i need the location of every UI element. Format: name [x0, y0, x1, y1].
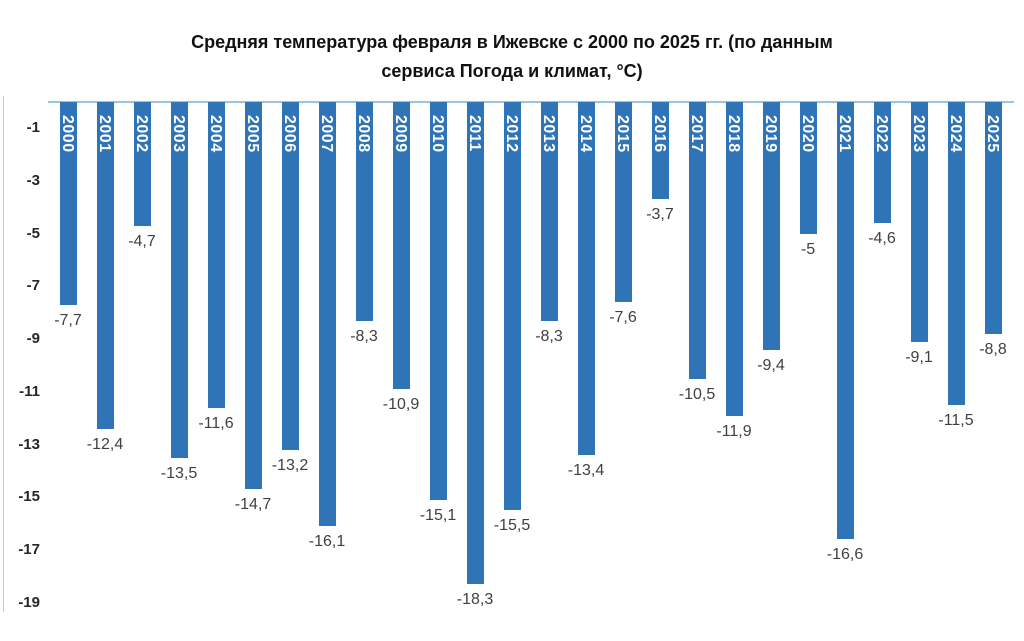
- bar-value-label: -18,3: [456, 591, 494, 609]
- bar-2007: [318, 102, 336, 527]
- bar-category-label: 2002: [133, 115, 150, 153]
- bar-value-label: -3,7: [646, 206, 674, 224]
- bar-category-label: 2024: [947, 115, 964, 153]
- bar-2025: [984, 102, 1002, 334]
- bar-value-label: -15,5: [493, 517, 531, 535]
- bar-category-label: 2017: [688, 115, 705, 153]
- bar-value-label: -11,9: [716, 422, 752, 440]
- bar-value-label: -7,6: [609, 309, 637, 327]
- bar-2010: [429, 102, 447, 500]
- y-axis-tick-label: -17: [18, 540, 40, 558]
- bar-value-label: -10,9: [382, 396, 420, 414]
- bar-category-label: 2020: [799, 115, 816, 153]
- bar-category-label: 2021: [836, 115, 853, 153]
- bar-value-label: -8,8: [979, 340, 1007, 358]
- bar-2020: [799, 102, 817, 234]
- bar-2000: [59, 102, 77, 305]
- bar-category-label: 2015: [614, 115, 631, 153]
- bar-category-label: 2001: [96, 115, 113, 153]
- bar-category-label: 2013: [540, 115, 557, 153]
- y-axis-tick-label: -5: [26, 224, 40, 242]
- bar-value-label: -8,3: [535, 327, 563, 345]
- chart-title-line1: Средняя температура февраля в Ижевске с …: [191, 32, 833, 52]
- y-axis-tick-label: -7: [26, 277, 40, 295]
- bar-value-label: -16,1: [308, 533, 346, 551]
- bar-2009: [392, 102, 410, 390]
- bar-category-label: 2004: [207, 115, 224, 153]
- bar-category-label: 2022: [873, 115, 890, 153]
- bar-value-label: -12,4: [86, 435, 124, 453]
- bar-2008: [355, 102, 373, 321]
- bar-value-label: -14,7: [234, 496, 272, 514]
- bar-2005: [244, 102, 262, 490]
- bar-value-label: -15,1: [419, 506, 457, 524]
- bar-2011: [466, 102, 484, 585]
- bar-value-label: -7,7: [54, 311, 82, 329]
- bar-category-label: 2014: [577, 115, 594, 153]
- bar-category-label: 2019: [762, 115, 779, 153]
- bar-value-label: -10,5: [678, 385, 716, 403]
- bar-category-label: 2005: [244, 115, 261, 153]
- x-axis-line: [48, 101, 1014, 103]
- bar-2001: [96, 102, 114, 429]
- bar-value-label: -16,6: [826, 546, 864, 564]
- bar-category-label: 2011: [466, 115, 483, 152]
- bar-category-label: 2006: [281, 115, 298, 153]
- bar-2002: [133, 102, 151, 226]
- bar-2004: [207, 102, 225, 408]
- bar-category-label: 2018: [725, 115, 742, 153]
- bar-category-label: 2010: [429, 115, 446, 153]
- chart-title-line2: сервиса Погода и климат, °C): [381, 61, 643, 81]
- y-axis-tick-label: -13: [18, 435, 40, 453]
- plot-left-border: [3, 96, 4, 612]
- bar-2012: [503, 102, 521, 511]
- y-axis-tick-label: -15: [18, 488, 40, 506]
- bar-value-label: -8,3: [350, 327, 378, 345]
- y-axis-tick-label: -3: [26, 172, 40, 190]
- bar-category-label: 2000: [59, 115, 76, 153]
- bar-category-label: 2003: [170, 115, 187, 153]
- bar-2016: [651, 102, 669, 200]
- bar-2019: [762, 102, 780, 350]
- bar-2017: [688, 102, 706, 379]
- bar-category-label: 2016: [651, 115, 668, 153]
- bar-2023: [910, 102, 928, 342]
- bar-category-label: 2023: [910, 115, 927, 153]
- bar-value-label: -9,4: [757, 356, 785, 374]
- bar-2003: [170, 102, 188, 458]
- bar-value-label: -4,7: [128, 232, 156, 250]
- bar-value-label: -5: [800, 240, 816, 258]
- bar-category-label: 2009: [392, 115, 409, 153]
- bar-value-label: -11,5: [938, 412, 974, 430]
- bar-2013: [540, 102, 558, 321]
- bar-category-label: 2012: [503, 115, 520, 153]
- bar-category-label: 2007: [318, 115, 335, 153]
- bar-value-label: -9,1: [905, 348, 933, 366]
- bar-value-label: -4,6: [868, 230, 896, 248]
- bar-value-label: -13,2: [271, 456, 309, 474]
- bar-2014: [577, 102, 595, 456]
- bar-2022: [873, 102, 891, 224]
- y-axis-tick-label: -9: [26, 330, 40, 348]
- bar-2024: [947, 102, 965, 406]
- bar-category-label: 2025: [984, 115, 1001, 153]
- y-axis-tick-label: -11: [19, 382, 40, 400]
- y-axis-tick-label: -1: [26, 119, 40, 137]
- bar-2015: [614, 102, 632, 303]
- bar-category-label: 2008: [355, 115, 372, 153]
- bar-value-label: -11,6: [198, 414, 234, 432]
- bar-value-label: -13,5: [160, 464, 198, 482]
- bar-value-label: -13,4: [567, 462, 605, 480]
- chart-title: Средняя температура февраля в Ижевске с …: [0, 28, 1024, 86]
- bar-2018: [725, 102, 743, 416]
- bar-2021: [836, 102, 854, 540]
- y-axis-tick-label: -19: [18, 593, 40, 611]
- bar-2006: [281, 102, 299, 450]
